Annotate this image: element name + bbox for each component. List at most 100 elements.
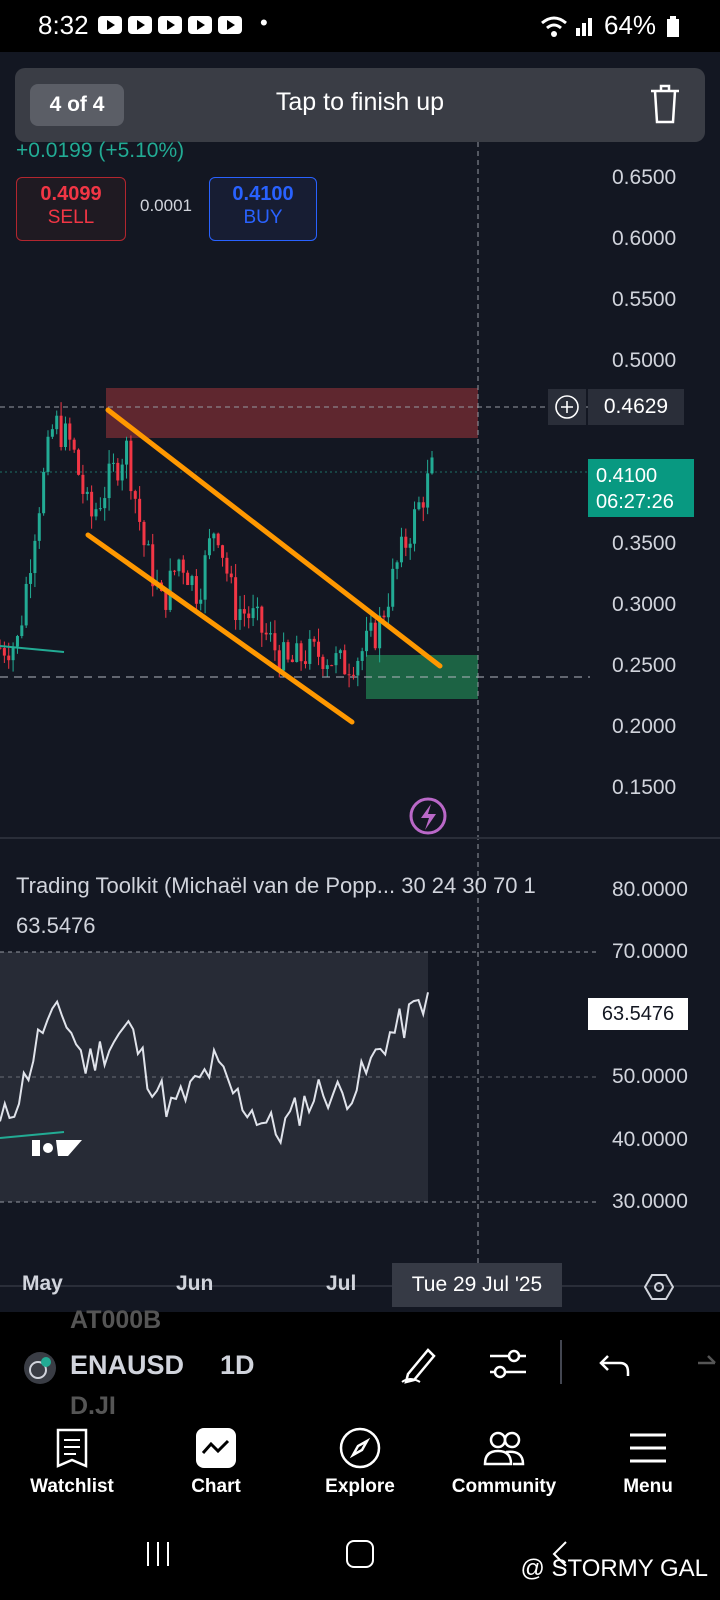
lightning-icon[interactable]: [409, 797, 447, 835]
candle-body: [221, 545, 225, 558]
candle-body: [378, 615, 382, 649]
candle-body: [181, 559, 185, 573]
candle-body: [125, 440, 129, 465]
price-axis-label: 0.2500: [612, 654, 677, 677]
candle-body: [7, 655, 11, 661]
drawing-tools-icon[interactable]: [400, 1344, 440, 1384]
candle-body: [46, 436, 50, 472]
nav-menu[interactable]: Menu: [576, 1414, 720, 1524]
chart-settings-icon[interactable]: [644, 1272, 674, 1302]
indicator-axis-label: 50.0000: [612, 1065, 688, 1088]
symbol-selector[interactable]: ENAUSD: [70, 1350, 185, 1380]
nav-chart-label: Chart: [191, 1476, 241, 1497]
candle-body: [37, 513, 41, 541]
community-icon: [483, 1431, 525, 1466]
back-icon[interactable]: [548, 1538, 572, 1570]
last-price-value: 0.4100: [596, 465, 658, 487]
price-axis-label: 0.3500: [612, 532, 677, 555]
candle-body: [308, 638, 312, 664]
candle-body: [303, 661, 307, 664]
teal-trendline[interactable]: [0, 645, 65, 653]
candle-body: [55, 415, 59, 430]
nav-chart[interactable]: Chart: [144, 1414, 288, 1524]
channel-upper-trendline[interactable]: [105, 407, 443, 669]
candle-body: [146, 544, 150, 546]
chart-icon: [196, 1428, 236, 1468]
time-label-jun: Jun: [176, 1272, 214, 1295]
youtube-notification-icon: [158, 16, 182, 34]
candle-body: [247, 613, 251, 619]
watchlist-icon: [56, 1428, 88, 1468]
indicator-axis-label: 70.0000: [612, 940, 688, 963]
candle-body: [386, 606, 390, 618]
candle-body: [190, 576, 194, 586]
candle-body: [299, 643, 303, 662]
nav-watchlist-label: Watchlist: [30, 1476, 114, 1497]
candle-body: [330, 665, 334, 667]
candle-body: [207, 538, 211, 556]
indicator-axis-label: 40.0000: [612, 1127, 688, 1151]
candle-body: [382, 615, 386, 618]
nav-community[interactable]: Community: [432, 1414, 576, 1524]
resistance-zone: [106, 388, 478, 438]
sell-button[interactable]: 0.4099 SELL: [16, 177, 126, 241]
price-chart[interactable]: [0, 52, 720, 1312]
candle-body: [408, 543, 412, 548]
candle-body: [151, 544, 155, 587]
indicator-title[interactable]: Trading Toolkit (Michaël van de Popp... …: [16, 873, 536, 898]
home-icon[interactable]: [344, 1538, 376, 1570]
candle-body: [369, 622, 373, 631]
nav-watchlist[interactable]: Watchlist: [0, 1414, 144, 1524]
menu-icon: [630, 1433, 666, 1463]
add-alert-button[interactable]: [548, 389, 586, 425]
candle-body: [351, 674, 355, 676]
candle-body: [164, 591, 168, 610]
candle-body: [120, 464, 124, 481]
youtube-notification-icon: [128, 16, 152, 34]
bar-countdown: 06:27:26: [596, 491, 674, 513]
crosshair-price-tag: 0.4629: [588, 389, 684, 425]
buy-price: 0.4100: [232, 183, 294, 205]
undo-icon[interactable]: [598, 1350, 630, 1380]
candle-body: [194, 576, 198, 604]
interval-selector[interactable]: 1D: [220, 1350, 255, 1380]
candle-body: [111, 462, 115, 464]
candle-body: [77, 449, 81, 475]
candle-body: [373, 622, 377, 649]
candle-body: [234, 577, 238, 621]
indicators-settings-icon[interactable]: [488, 1344, 528, 1384]
spread-value: 0.0001: [140, 196, 192, 215]
channel-lower-trendline[interactable]: [85, 532, 355, 725]
candle-body: [295, 643, 299, 663]
delete-icon[interactable]: [649, 84, 681, 124]
scroll-ghost-symbol: AT000B: [70, 1306, 162, 1334]
candle-body: [312, 638, 316, 642]
candle-body: [421, 502, 425, 508]
compass-icon: [339, 1427, 381, 1469]
candle-body: [186, 572, 190, 586]
last-price-tag: 0.4100 06:27:26: [588, 459, 694, 517]
candle-body: [229, 573, 233, 578]
candle-body: [116, 462, 120, 481]
candle-body: [199, 599, 203, 604]
candle-body: [177, 559, 181, 572]
candle-body: [42, 471, 46, 514]
rsi-trendline[interactable]: [0, 1131, 65, 1139]
nav-explore[interactable]: Explore: [288, 1414, 432, 1524]
recent-apps-icon[interactable]: [142, 1538, 174, 1570]
candle-body: [251, 608, 255, 619]
buy-button[interactable]: 0.4100 BUY: [209, 177, 317, 241]
price-change: +0.0199 (+5.10%): [16, 139, 185, 162]
candle-body: [24, 583, 28, 626]
status-bar: 8:32 • 64%: [0, 0, 720, 52]
candle-body: [255, 606, 259, 609]
candle-body: [242, 609, 246, 614]
candle-body: [103, 498, 107, 509]
candle-body: [11, 646, 15, 661]
screenshot-editor-banner[interactable]: 4 of 4 Tap to finish up: [15, 68, 705, 142]
candle-body: [216, 533, 220, 546]
redo-icon[interactable]: [688, 1350, 718, 1380]
tradingview-logo-icon: [20, 1140, 82, 1156]
finish-message[interactable]: Tap to finish up: [275, 88, 445, 116]
indicator-axis-label: 30.0000: [612, 1190, 688, 1213]
